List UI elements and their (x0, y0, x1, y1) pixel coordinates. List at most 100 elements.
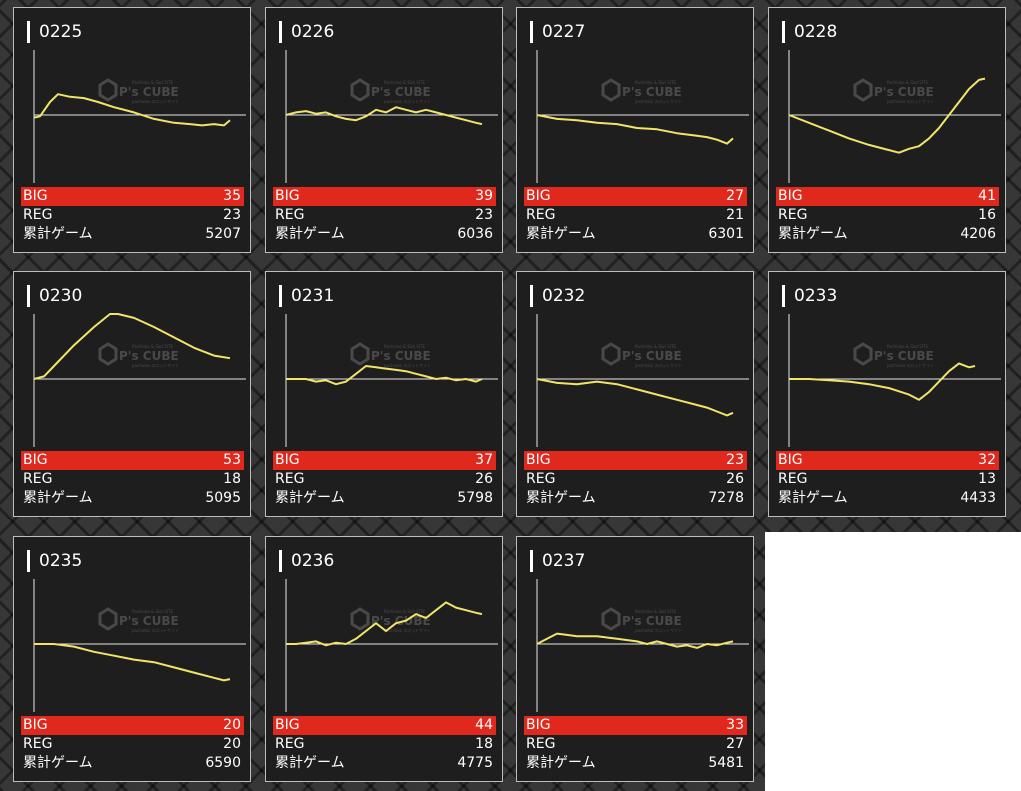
total-games-row: 累計ゲーム 5798 (273, 489, 496, 508)
watermark-bottom: pachinko スロットサイト (887, 99, 934, 104)
big-row: BIG 27 (524, 187, 747, 206)
machine-card-0235[interactable]: 0235 P's CUBE Pachinko & Slot SITE pachinko… (13, 536, 251, 782)
reg-row: REG 13 (776, 470, 999, 489)
machine-card-0232[interactable]: 0232 P's CUBE Pachinko & Slot SITE pachinko… (516, 271, 754, 517)
slump-graph: P's CUBE Pachinko & Slot SITE pachinko スロッ… (783, 312, 1001, 447)
reg-value: 26 (726, 471, 744, 487)
slump-line (34, 643, 231, 682)
total-value: 5798 (457, 490, 493, 506)
cube-icon (853, 342, 873, 366)
big-value: 44 (475, 717, 493, 733)
machine-card-0233[interactable]: 0233 P's CUBE Pachinko & Slot SITE pachinko… (768, 271, 1006, 517)
big-label: BIG (526, 452, 551, 468)
total-value: 6301 (708, 226, 744, 242)
watermark-brand: P's CUBE (119, 85, 179, 99)
total-value: 7278 (708, 490, 744, 506)
watermark-top: Pachinko & Slot SITE (887, 344, 928, 349)
reg-row: REG 23 (273, 206, 496, 225)
slump-graph: P's CUBE Pachinko & Slot SITE pachinko スロッ… (531, 48, 749, 183)
slump-graph: P's CUBE Pachinko & Slot SITE pachinko スロッ… (531, 577, 749, 712)
total-value: 6036 (457, 226, 493, 242)
watermark-top: Pachinko & Slot SITE (384, 609, 425, 614)
reg-value: 23 (475, 207, 493, 223)
machine-card-0226[interactable]: 0226 P's CUBE Pachinko & Slot SITE pachinko… (265, 7, 503, 253)
total-label: 累計ゲーム (526, 755, 596, 771)
slump-graph: P's CUBE Pachinko & Slot SITE pachinko スロッ… (280, 48, 498, 183)
big-value: 41 (978, 188, 996, 204)
watermark-top: Pachinko & Slot SITE (635, 80, 676, 85)
total-label: 累計ゲーム (778, 490, 848, 506)
big-value: 37 (475, 452, 493, 468)
total-label: 累計ゲーム (23, 755, 93, 771)
total-label: 累計ゲーム (526, 490, 596, 506)
watermark-brand: P's CUBE (371, 349, 431, 363)
watermark-brand: P's CUBE (371, 85, 431, 99)
reg-label: REG (275, 736, 305, 752)
big-label: BIG (23, 452, 48, 468)
total-games-row: 累計ゲーム 6301 (524, 225, 747, 244)
empty-area (765, 532, 1021, 791)
reg-label: REG (23, 207, 53, 223)
cube-icon (98, 607, 118, 631)
machine-card-0237[interactable]: 0237 P's CUBE Pachinko & Slot SITE pachinko… (516, 536, 754, 782)
machine-number: 0233 (782, 285, 837, 307)
machine-number: 0225 (27, 21, 82, 43)
reg-row: REG 18 (273, 735, 496, 754)
watermark-top: Pachinko & Slot SITE (132, 344, 173, 349)
machine-card-0225[interactable]: 0225 P's CUBE Pachinko & Slot SITE pachinko… (13, 7, 251, 253)
machine-number: 0237 (530, 550, 585, 572)
big-label: BIG (778, 188, 803, 204)
big-row: BIG 32 (776, 451, 999, 470)
slump-line (536, 632, 734, 649)
total-games-row: 累計ゲーム 4775 (273, 754, 496, 773)
big-row: BIG 41 (776, 187, 999, 206)
watermark-top: Pachinko & Slot SITE (132, 609, 173, 614)
slump-graph: P's CUBE Pachinko & Slot SITE pachinko スロッ… (531, 312, 749, 447)
total-value: 4433 (960, 490, 996, 506)
machine-card-0231[interactable]: 0231 P's CUBE Pachinko & Slot SITE pachinko… (265, 271, 503, 517)
reg-label: REG (23, 736, 53, 752)
slump-line (789, 362, 976, 401)
big-row: BIG 20 (21, 716, 244, 735)
big-row: BIG 53 (21, 451, 244, 470)
big-value: 20 (223, 717, 241, 733)
machine-card-0227[interactable]: 0227 P's CUBE Pachinko & Slot SITE pachinko… (516, 7, 754, 253)
total-label: 累計ゲーム (275, 226, 345, 242)
total-games-row: 累計ゲーム 4206 (776, 225, 999, 244)
big-row: BIG 33 (524, 716, 747, 735)
big-value: 35 (223, 188, 241, 204)
cube-icon (98, 78, 118, 102)
total-label: 累計ゲーム (275, 490, 345, 506)
watermark-bottom: pachinko スロットサイト (384, 628, 431, 633)
machine-card-0228[interactable]: 0228 P's CUBE Pachinko & Slot SITE pachinko… (768, 7, 1006, 253)
watermark-bottom: pachinko スロットサイト (132, 363, 179, 368)
big-label: BIG (778, 452, 803, 468)
total-label: 累計ゲーム (23, 490, 93, 506)
slump-graph: P's CUBE Pachinko & Slot SITE pachinko スロッ… (280, 312, 498, 447)
reg-row: REG 21 (524, 206, 747, 225)
machine-card-0236[interactable]: 0236 P's CUBE Pachinko & Slot SITE pachinko… (265, 536, 503, 782)
big-value: 53 (223, 452, 241, 468)
slump-graph: P's CUBE Pachinko & Slot SITE pachinko スロッ… (280, 577, 498, 712)
machine-card-0230[interactable]: 0230 P's CUBE Pachinko & Slot SITE pachinko… (13, 271, 251, 517)
machine-number: 0228 (782, 21, 837, 43)
cube-icon (350, 78, 370, 102)
watermark-brand: P's CUBE (119, 349, 179, 363)
reg-value: 27 (726, 736, 744, 752)
reg-row: REG 18 (21, 470, 244, 489)
machine-number: 0231 (279, 285, 334, 307)
big-label: BIG (526, 717, 551, 733)
cube-icon (853, 78, 873, 102)
slump-graph: P's CUBE Pachinko & Slot SITE pachinko スロッ… (28, 48, 246, 183)
reg-row: REG 20 (21, 735, 244, 754)
machine-number: 0226 (279, 21, 334, 43)
